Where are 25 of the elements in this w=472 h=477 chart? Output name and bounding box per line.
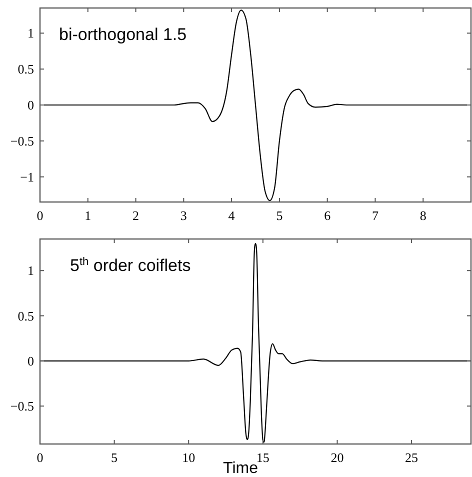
text: 5$^{th}$ order coiflets (70, 256, 191, 275)
y-tick-label: −1 (20, 169, 34, 184)
x-tick-label: 10 (182, 450, 196, 465)
x-tick-label: 25 (405, 450, 418, 465)
y-tick-label: 0 (28, 98, 34, 113)
x-tick-label: 20 (330, 450, 344, 465)
x-tick-label: 7 (372, 208, 379, 223)
x-axis-title: Time (223, 460, 258, 477)
y-tick-label: 1 (28, 263, 34, 278)
y-tick-label: 0.5 (18, 62, 34, 77)
x-tick-label: 5 (111, 450, 118, 465)
x-tick-label: 3 (180, 208, 187, 223)
x-tick-label: 2 (132, 208, 140, 223)
y-tick-label: 0 (28, 353, 34, 368)
x-tick-label: 8 (420, 208, 426, 223)
x-tick-label: 4 (228, 208, 236, 223)
y-tick-label: −0.5 (10, 133, 34, 148)
y-tick-label: 1 (28, 26, 34, 41)
y-tick-label: 0.5 (18, 308, 34, 324)
y-tick-label: −0.5 (10, 398, 34, 414)
x-tick-label: 5 (276, 208, 283, 223)
text: bi-orthogonal 1.5 (59, 25, 187, 44)
x-tick-label: 1 (84, 208, 92, 223)
x-tick-label: 6 (324, 208, 332, 223)
x-tick-label: 15 (256, 450, 270, 465)
